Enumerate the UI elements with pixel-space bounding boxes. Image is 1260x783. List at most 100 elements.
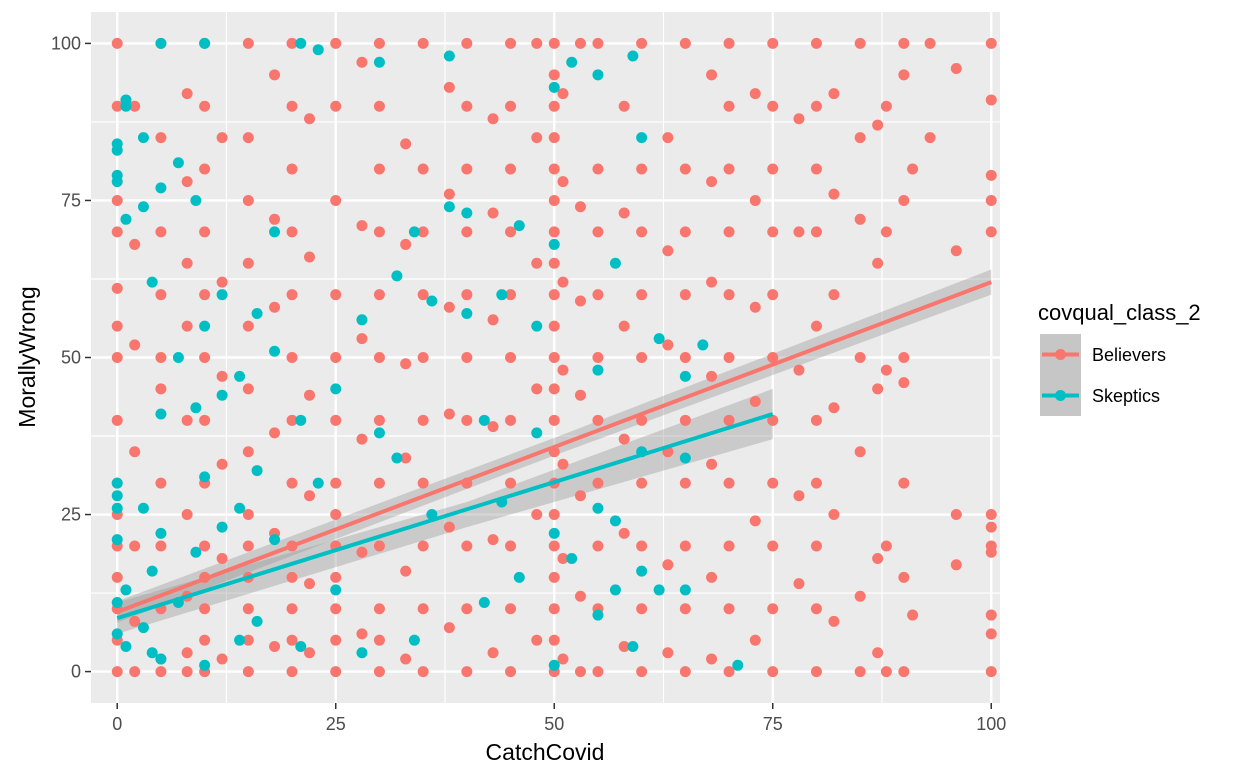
believers-point bbox=[723, 603, 735, 615]
believers-point bbox=[907, 609, 919, 621]
believers-point bbox=[723, 477, 735, 489]
believers-point bbox=[636, 603, 648, 615]
skeptics-point bbox=[609, 515, 621, 527]
believers-point bbox=[242, 132, 254, 144]
skeptics-point bbox=[461, 308, 473, 320]
believers-point bbox=[679, 289, 691, 301]
believers-point bbox=[242, 509, 254, 521]
believers-point bbox=[548, 352, 560, 363]
believers-point bbox=[330, 352, 342, 363]
believers-point bbox=[985, 540, 997, 552]
believers-point bbox=[679, 666, 691, 678]
believers-point bbox=[662, 132, 674, 144]
believers-point bbox=[400, 358, 412, 370]
believers-point bbox=[155, 352, 167, 363]
believers-point bbox=[793, 226, 805, 238]
skeptics-point bbox=[216, 389, 228, 401]
believers-point bbox=[199, 226, 211, 238]
believers-point bbox=[304, 113, 316, 125]
skeptics-point bbox=[251, 465, 263, 477]
believers-point bbox=[662, 559, 674, 571]
believers-point bbox=[749, 194, 761, 206]
believers-point bbox=[286, 571, 298, 583]
believers-point bbox=[592, 540, 604, 552]
skeptics-point bbox=[172, 157, 184, 169]
believers-point bbox=[129, 666, 141, 678]
skeptics-point bbox=[216, 521, 228, 533]
skeptics-point bbox=[592, 502, 604, 514]
x-axis-ticks: 0 25 50 75 100 bbox=[112, 703, 1006, 734]
believers-point bbox=[636, 226, 648, 238]
believers-point bbox=[810, 540, 822, 552]
believers-point bbox=[574, 590, 586, 602]
y-tick-label: 100 bbox=[51, 33, 81, 53]
believers-point bbox=[793, 490, 805, 502]
x-tick-label: 50 bbox=[544, 714, 564, 734]
believers-point bbox=[898, 69, 910, 81]
believers-point bbox=[373, 540, 385, 552]
believers-point bbox=[400, 653, 412, 665]
believers-point bbox=[749, 395, 761, 407]
believers-point bbox=[269, 213, 281, 225]
believers-point bbox=[618, 100, 630, 112]
skeptics-point bbox=[426, 295, 438, 307]
believers-point bbox=[767, 414, 779, 426]
believers-point bbox=[461, 603, 473, 615]
skeptics-point bbox=[111, 628, 123, 640]
skeptics-point bbox=[111, 169, 123, 181]
believers-point bbox=[592, 226, 604, 238]
believers-point bbox=[417, 37, 429, 49]
believers-point bbox=[461, 666, 473, 678]
believers-point bbox=[985, 37, 997, 49]
believers-point bbox=[950, 245, 962, 257]
believers-point bbox=[723, 163, 735, 175]
believers-point bbox=[767, 603, 779, 615]
believers-point bbox=[557, 364, 569, 376]
believers-point bbox=[199, 603, 211, 615]
believers-point bbox=[111, 666, 123, 678]
skeptics-point bbox=[592, 609, 604, 621]
y-tick-label: 0 bbox=[71, 662, 81, 682]
x-tick-label: 75 bbox=[763, 714, 783, 734]
believers-point bbox=[898, 352, 910, 363]
believers-point bbox=[662, 245, 674, 257]
legend-key-point bbox=[1055, 390, 1066, 401]
skeptics-point bbox=[461, 207, 473, 219]
believers-point bbox=[950, 63, 962, 75]
skeptics-point bbox=[120, 584, 132, 596]
skeptics-point bbox=[496, 289, 508, 301]
skeptics-point bbox=[443, 201, 455, 213]
believers-point bbox=[269, 640, 281, 652]
believers-point bbox=[330, 666, 342, 678]
skeptics-point bbox=[216, 289, 228, 301]
y-axis-label: MorallyWrong bbox=[14, 286, 40, 427]
believers-point bbox=[793, 113, 805, 125]
believers-point bbox=[269, 427, 281, 439]
believers-point bbox=[111, 571, 123, 583]
believers-point bbox=[679, 37, 691, 49]
believers-point bbox=[548, 509, 560, 521]
skeptics-point bbox=[199, 659, 211, 671]
believers-point bbox=[679, 226, 691, 238]
skeptics-point bbox=[146, 276, 158, 288]
believers-point bbox=[356, 433, 368, 445]
skeptics-point bbox=[653, 584, 665, 596]
believers-point bbox=[557, 88, 569, 100]
believers-point bbox=[242, 37, 254, 49]
skeptics-point bbox=[234, 370, 246, 382]
believers-point bbox=[706, 571, 718, 583]
believers-point bbox=[330, 414, 342, 426]
believers-point bbox=[286, 100, 298, 112]
believers-point bbox=[330, 37, 342, 49]
believers-point bbox=[181, 414, 193, 426]
believers-point bbox=[417, 603, 429, 615]
believers-point bbox=[854, 213, 866, 225]
believers-point bbox=[723, 289, 735, 301]
believers-point bbox=[242, 603, 254, 615]
believers-point bbox=[531, 383, 543, 395]
believers-point bbox=[129, 446, 141, 458]
believers-point bbox=[111, 100, 123, 112]
believers-point bbox=[880, 226, 892, 238]
believers-point bbox=[618, 433, 630, 445]
believers-point bbox=[574, 666, 586, 678]
